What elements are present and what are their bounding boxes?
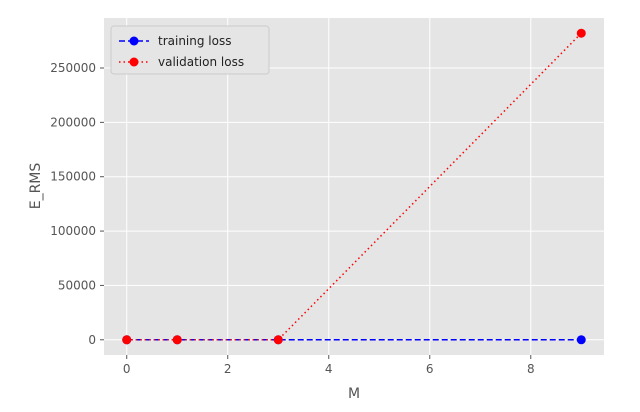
- x-tick-label: 4: [325, 362, 333, 376]
- y-axis-label: E_RMS: [28, 163, 44, 210]
- x-axis-label: M: [348, 386, 360, 402]
- series-point-1: [122, 335, 132, 345]
- y-tick-label: 150000: [50, 170, 96, 184]
- y-tick-label: 250000: [50, 61, 96, 75]
- y-axis-ticks: 0 50000 100000 150000 200000 250000: [50, 61, 104, 347]
- x-tick-label: 0: [123, 362, 131, 376]
- y-tick-label: 200000: [50, 115, 96, 129]
- legend-label-training: training loss: [158, 34, 231, 48]
- legend: training loss validation loss: [110, 25, 270, 75]
- legend-label-validation: validation loss: [158, 55, 244, 69]
- y-tick-label: 0: [88, 333, 96, 347]
- x-axis-ticks: 0 2 4 6 8: [123, 355, 535, 376]
- grid-lines: [104, 18, 604, 355]
- x-tick-label: 6: [426, 362, 434, 376]
- series-point-1: [273, 335, 283, 345]
- series-layer: [122, 28, 586, 345]
- series-point-1: [576, 28, 586, 38]
- y-tick-label: 50000: [58, 278, 96, 292]
- series-point-0: [576, 335, 586, 345]
- x-tick-label: 2: [224, 362, 232, 376]
- series-point-1: [172, 335, 182, 345]
- legend-marker-validation: [129, 57, 139, 67]
- y-tick-label: 100000: [50, 224, 96, 238]
- legend-box: [110, 25, 270, 75]
- x-tick-label: 8: [527, 362, 535, 376]
- legend-marker-training: [129, 36, 139, 46]
